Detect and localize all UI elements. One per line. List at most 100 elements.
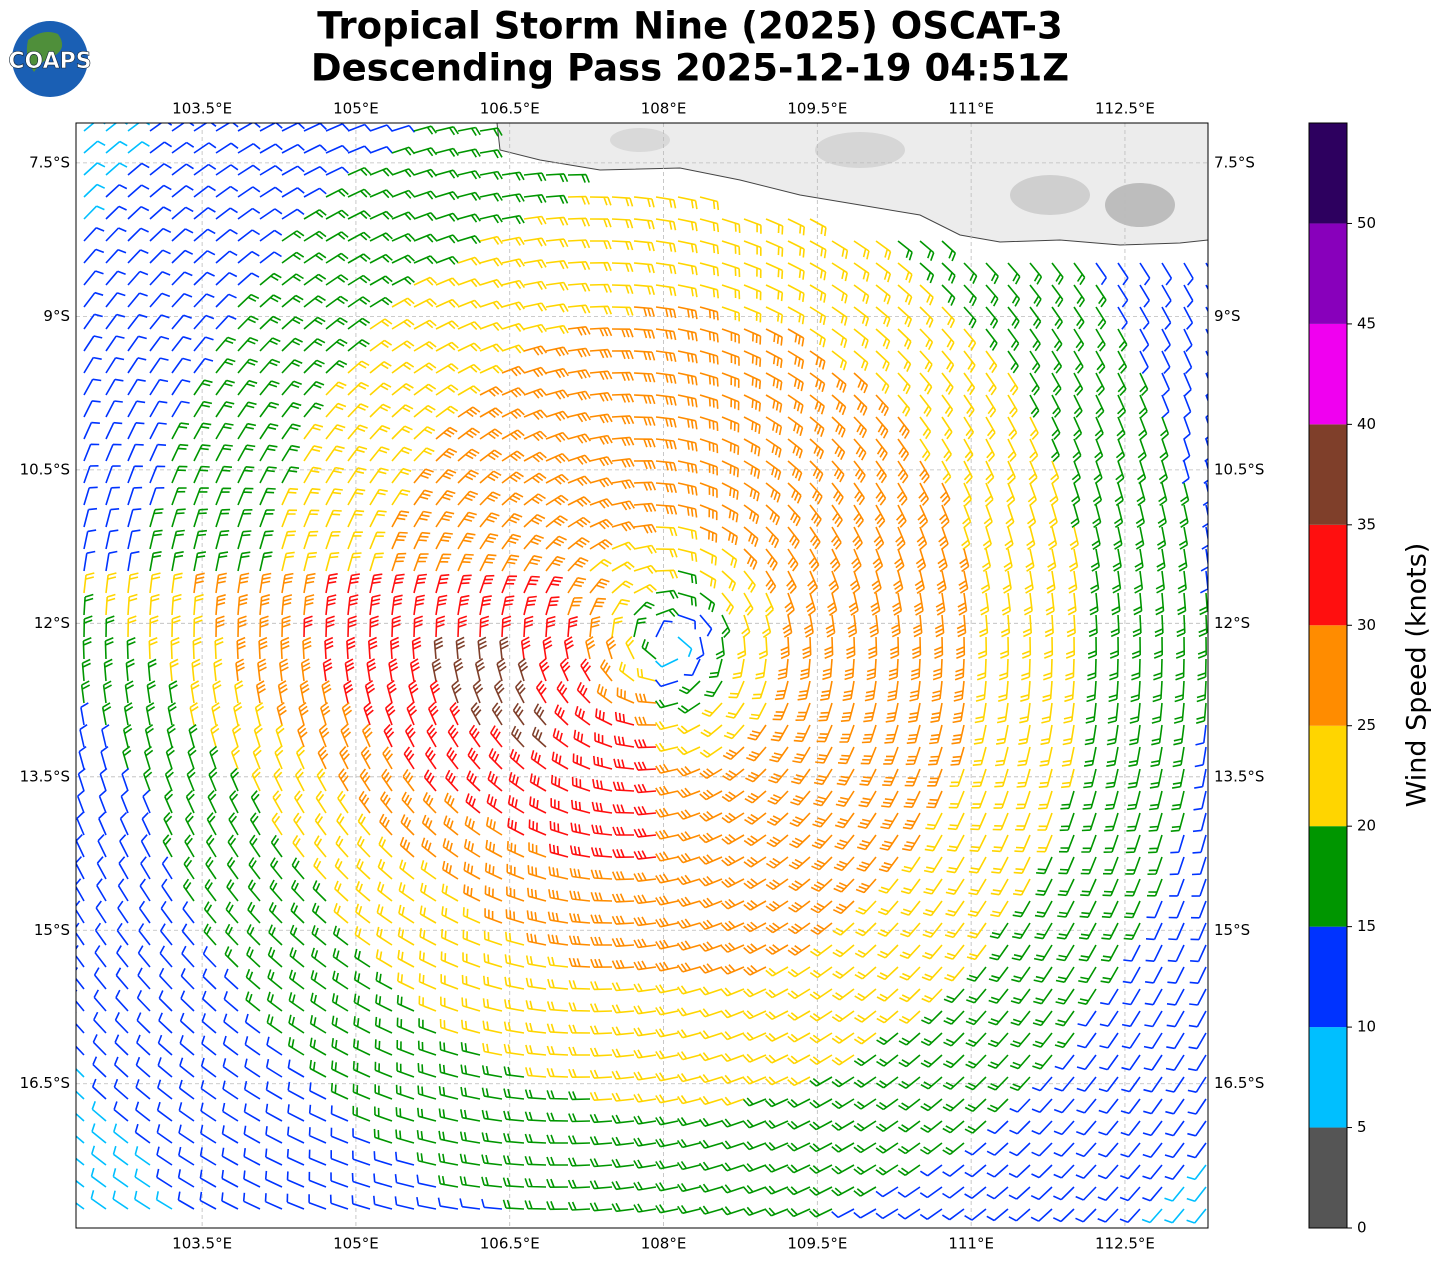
wind-barb: [765, 878, 789, 891]
wind-barb: [1021, 636, 1032, 659]
wind-barb: [986, 1142, 1009, 1156]
colorbar-segment: [1309, 123, 1347, 224]
wind-barb: [1161, 328, 1171, 352]
wind-barb: [589, 1091, 613, 1101]
wind-barb: [875, 1098, 899, 1111]
wind-barb: [313, 835, 327, 858]
wind-barb: [861, 724, 877, 744]
wind-barb: [156, 1146, 173, 1166]
wind-barb: [720, 987, 745, 997]
wind-barb: [677, 460, 698, 474]
wind-barb: [765, 460, 782, 481]
wind-barb: [554, 704, 569, 726]
wind-barb: [391, 404, 414, 418]
wind-barb: [369, 232, 393, 242]
wind-barb: [591, 801, 613, 814]
wind-barb: [83, 507, 98, 528]
wind-barb: [265, 1103, 283, 1122]
wind-barb: [237, 293, 260, 308]
wind-barb: [222, 1080, 239, 1100]
wind-barb: [944, 966, 965, 982]
wind-barb: [1087, 658, 1097, 681]
wind-barb: [395, 1129, 415, 1144]
wind-barb: [103, 658, 113, 682]
wind-barb: [1030, 1208, 1053, 1222]
wind-barb: [193, 508, 208, 528]
wind-barb: [761, 614, 772, 638]
wind-barb: [721, 570, 737, 592]
wind-barb: [1115, 460, 1125, 485]
wind-barb: [765, 570, 777, 594]
wind-barb: [76, 922, 85, 946]
wind-barb: [1161, 306, 1172, 330]
wind-barb: [1080, 856, 1097, 875]
wind-barb: [411, 636, 422, 660]
wind-barb: [397, 949, 415, 968]
wind-barb: [402, 768, 415, 792]
wind-barb: [832, 944, 855, 958]
wind-barb: [897, 350, 912, 372]
wind-barb: [391, 383, 414, 396]
wind-barb: [634, 739, 657, 749]
wind-barb: [182, 901, 195, 924]
wind-barb: [140, 856, 151, 880]
wind-barb: [227, 834, 239, 858]
wind-barb: [391, 254, 415, 264]
x-tick-label: 111°E: [948, 1235, 994, 1253]
wind-barb: [457, 574, 472, 594]
wind-barb: [721, 240, 741, 256]
wind-barb: [413, 190, 438, 200]
wind-barb: [115, 967, 129, 990]
wind-barb: [721, 898, 745, 910]
wind-barb: [93, 989, 107, 1012]
wind-barb: [332, 970, 349, 990]
wind-barb: [144, 724, 154, 748]
wind-barb: [193, 271, 215, 286]
wind-barb: [720, 1206, 745, 1216]
wind-barb: [699, 416, 719, 431]
wind-barb: [237, 143, 261, 154]
wind-barb: [1036, 834, 1053, 853]
wind-barb: [1137, 460, 1147, 485]
wind-barb: [270, 834, 283, 858]
wind-barb: [611, 580, 634, 594]
wind-barb: [325, 424, 346, 440]
wind-barb: [655, 763, 679, 774]
wind-barb: [1000, 614, 1011, 638]
wind-barb: [286, 1171, 305, 1188]
wind-barb: [98, 789, 107, 814]
wind-barb: [259, 208, 283, 220]
wind-barb: [831, 1010, 855, 1023]
y-tick-label: 10.5°S: [20, 460, 70, 478]
wind-barb: [83, 248, 105, 264]
wind-barb: [104, 636, 114, 660]
y-tick-label: 7.5°S: [29, 153, 70, 171]
wind-barb: [137, 967, 151, 990]
wind-barb: [523, 345, 548, 356]
wind-barb: [505, 931, 525, 946]
wind-barb: [1202, 504, 1208, 528]
wind-barb: [633, 761, 657, 771]
wind-barb: [230, 745, 241, 770]
wind-barb: [546, 1023, 569, 1034]
wind-barb: [1153, 636, 1163, 659]
wind-barb: [809, 262, 827, 281]
wind-barb: [1151, 702, 1163, 724]
wind-barb: [524, 1111, 547, 1122]
wind-barb: [1017, 746, 1031, 767]
wind-barb: [200, 1102, 217, 1122]
wind-barb: [281, 444, 300, 462]
wind-barb: [589, 558, 612, 572]
wind-barb: [655, 1006, 679, 1016]
wind-barb: [854, 988, 877, 1002]
wind-barb: [325, 295, 349, 308]
wind-barb: [633, 583, 657, 594]
wind-barb: [270, 857, 283, 880]
wind-barb: [655, 1138, 679, 1148]
wind-barb: [523, 615, 534, 638]
wind-barb: [893, 570, 904, 594]
wind-barb: [853, 1120, 877, 1132]
wind-barb: [810, 878, 833, 892]
wind-barb: [520, 636, 531, 660]
wind-barb: [700, 724, 723, 738]
